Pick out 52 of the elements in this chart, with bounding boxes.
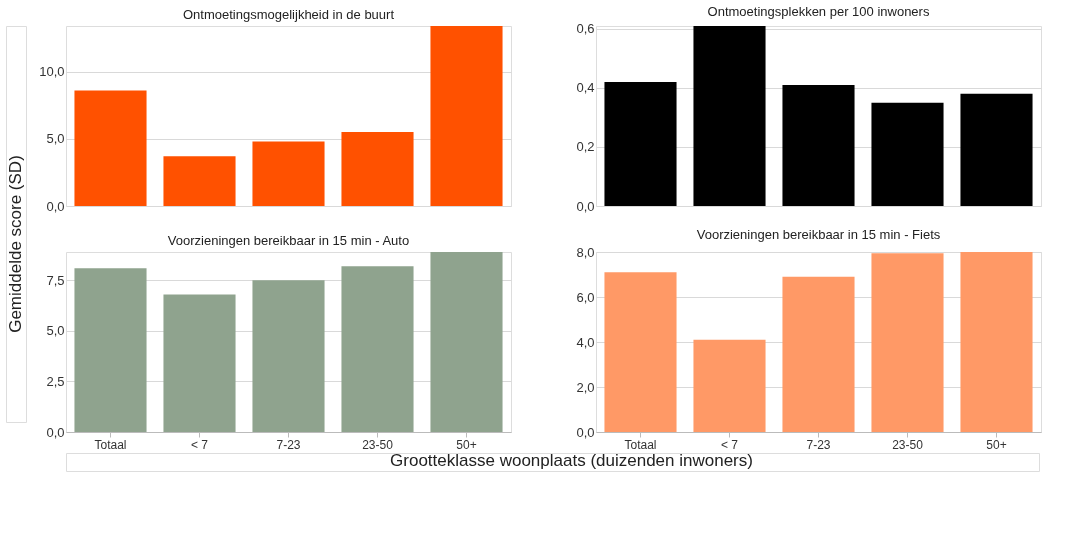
x-tick-label: 50+: [986, 437, 1007, 452]
chart-title: Ontmoetingsplekken per 100 inwoners: [707, 3, 930, 19]
x-tick-label: 7-23: [806, 437, 831, 452]
bar: [341, 132, 414, 206]
y-tick-label: 6,0: [576, 289, 595, 305]
chart-title: Voorzieningen bereikbaar in 15 min - Auto: [167, 233, 410, 248]
y-axis-title: Gemiddelde score (SD): [6, 155, 25, 333]
chart-title: Voorzieningen bereikbaar in 15 min - Fiets: [696, 227, 941, 242]
bar: [430, 26, 503, 206]
x-tick-label: < 7: [720, 437, 739, 452]
x-tick-label: Totaal: [624, 437, 657, 452]
y-tick-label: 0,0: [46, 198, 65, 214]
bar: [604, 272, 677, 432]
y-tick-label: 0,2: [576, 139, 595, 155]
x-tick-label: Totaal: [94, 437, 127, 452]
y-tick-label: 8,0: [576, 244, 595, 260]
x-tick-label: 23-50: [362, 437, 394, 452]
bar: [782, 276, 855, 432]
bar: [960, 252, 1033, 432]
y-tick-label: 0,0: [576, 424, 595, 440]
x-tick-label: 23-50: [892, 437, 924, 452]
bar: [693, 26, 766, 206]
x-tick-label: 50+: [456, 437, 477, 452]
x-tick-label: 7-23: [276, 437, 301, 452]
y-tick-label: 4,0: [576, 334, 595, 350]
y-tick-label: 10,0: [39, 64, 65, 80]
bar: [693, 339, 766, 432]
bar: [430, 252, 503, 432]
bar: [782, 85, 855, 206]
bar: [252, 141, 325, 206]
bar: [871, 102, 944, 206]
bar: [960, 93, 1033, 206]
y-tick-label: 5,0: [46, 131, 65, 147]
bar: [252, 280, 325, 432]
chart-title: Ontmoetingsmogelijkheid in de buurt: [182, 7, 395, 22]
bar: [871, 253, 944, 432]
bar: [163, 156, 236, 206]
y-tick-label: 0,0: [576, 198, 595, 214]
x-tick-label: < 7: [190, 437, 209, 452]
y-tick-label: 2,5: [46, 373, 65, 389]
y-tick-label: 0,4: [576, 80, 595, 96]
y-tick-label: 2,0: [576, 379, 595, 395]
y-tick-label: 5,0: [46, 323, 65, 339]
bar: [74, 268, 147, 432]
y-tick-label: 0,6: [576, 21, 595, 37]
bar: [604, 82, 677, 206]
bar: [74, 90, 147, 206]
y-tick-label: 0,0: [46, 424, 65, 440]
y-tick-label: 7,5: [46, 272, 65, 288]
x-axis-title: Grootteklasse woonplaats (duizenden inwoners): [390, 451, 753, 470]
bar: [163, 294, 236, 432]
bar: [341, 266, 414, 432]
